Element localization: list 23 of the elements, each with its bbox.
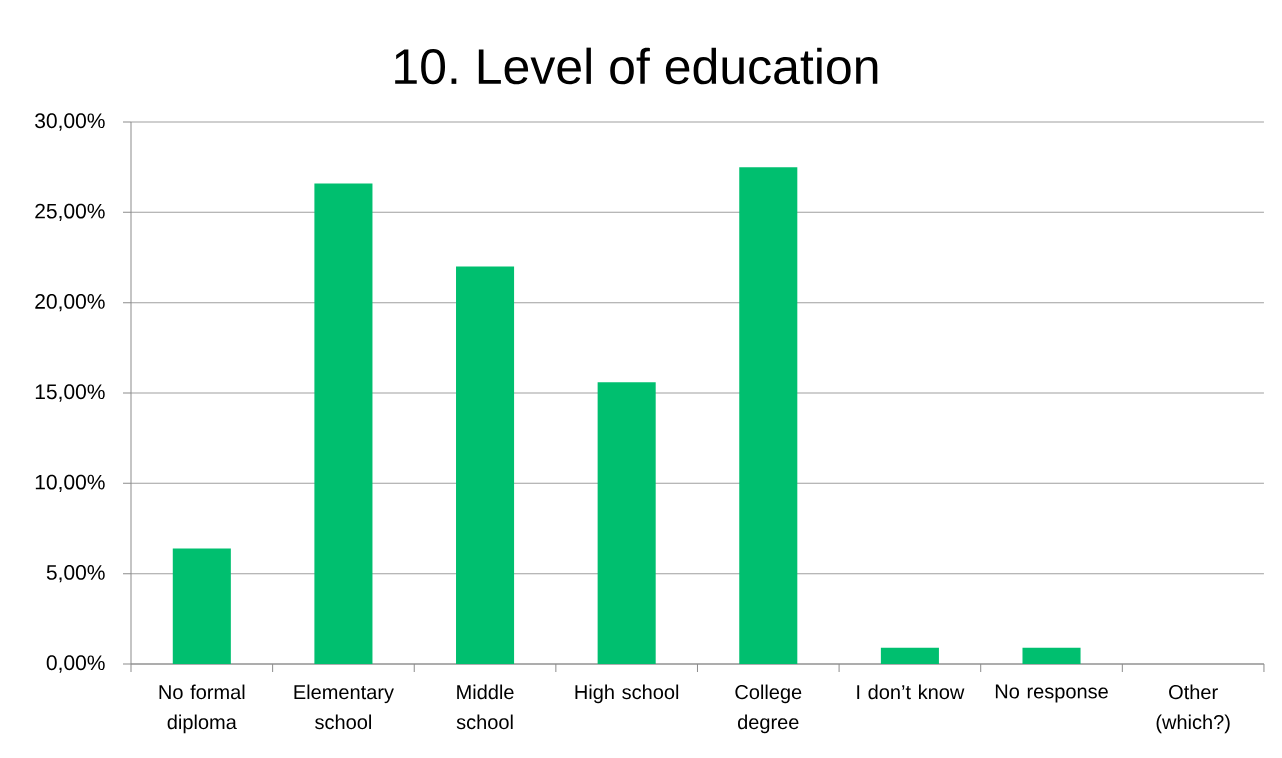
y-tick-label: 30,00% [35,113,105,131]
x-tick-label: No response [995,684,1108,703]
bar [1022,647,1081,664]
bar [739,167,798,664]
chart-title: 10. Level of education [395,47,878,85]
bar [880,647,939,664]
bar [456,266,515,664]
bar [172,548,231,664]
y-tick-label: 0,00% [46,655,105,673]
x-tick-label: Other (which?) [1156,684,1230,734]
bar [314,183,373,664]
x-tick-label: Middle school [456,684,514,730]
x-tick-label: College degree [735,684,802,734]
x-tick-label: Elementary school [294,684,394,730]
y-tick-label: 15,00% [35,384,105,402]
x-tick-label: I don’t know [857,684,965,700]
y-tick-label: 25,00% [35,203,105,221]
bar [597,382,656,664]
y-tick-label: 10,00% [35,474,105,492]
x-tick-label: No formal diploma [159,684,245,734]
x-tick-label: High school [575,684,679,704]
y-tick-label: 20,00% [35,293,105,312]
y-tick-label: 5,00% [46,564,105,583]
